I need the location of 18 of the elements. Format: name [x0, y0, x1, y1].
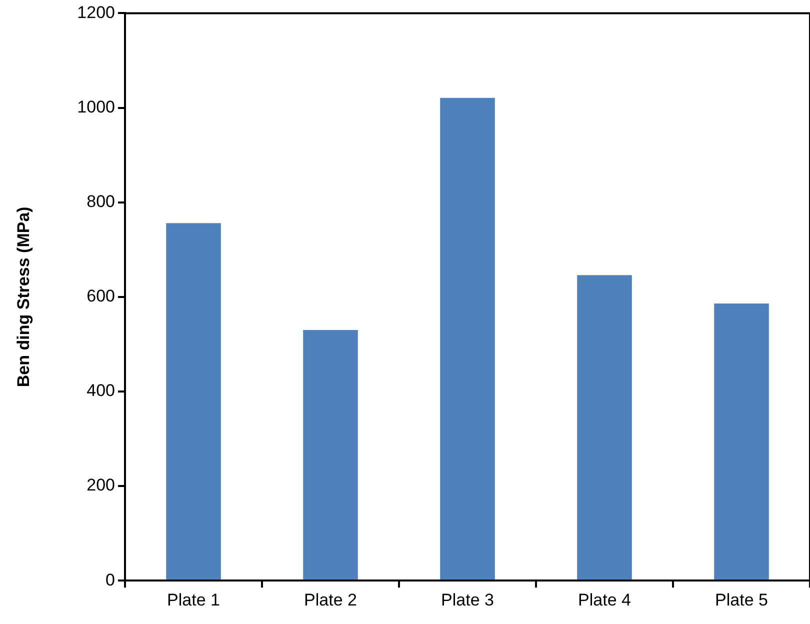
y-tick-label: 600	[86, 286, 115, 306]
x-tick-label: Plate 2	[304, 590, 357, 610]
bar	[166, 223, 221, 580]
y-tick-label: 1200	[77, 2, 115, 22]
y-axis-title: Ben ding Stress (MPa)	[14, 206, 33, 388]
y-tick-label: 0	[106, 570, 115, 590]
x-tick-label: Plate 1	[167, 590, 220, 610]
y-tick-label: 1000	[77, 97, 115, 116]
y-tick-label: 400	[86, 381, 115, 400]
x-tick-label: Plate 4	[578, 590, 631, 610]
y-tick-label: 800	[86, 192, 115, 212]
x-tick-label: Plate 5	[715, 590, 768, 610]
bar	[577, 275, 632, 580]
x-tick-label: Plate 3	[441, 590, 494, 610]
y-tick-label: 200	[86, 476, 115, 495]
bar	[714, 304, 769, 580]
bar	[440, 98, 495, 580]
bar	[303, 330, 358, 580]
